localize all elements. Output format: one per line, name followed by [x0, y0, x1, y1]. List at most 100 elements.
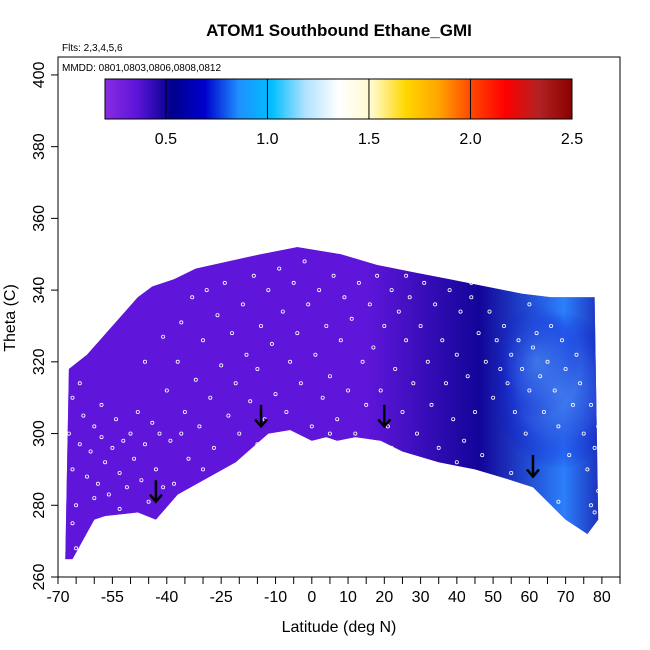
sample-point	[237, 431, 242, 436]
sample-point	[208, 395, 213, 400]
chart-title: ATOM1 Southbound Ethane_GMI	[206, 21, 472, 40]
sample-point	[589, 402, 594, 407]
sample-point	[248, 399, 253, 404]
sample-point	[179, 320, 184, 325]
sample-point	[182, 409, 187, 414]
sample-point	[193, 377, 198, 382]
sample-point	[284, 409, 289, 414]
sample-point	[578, 381, 583, 386]
sample-point	[211, 445, 216, 450]
sample-point	[389, 288, 394, 293]
sample-point	[229, 331, 234, 336]
sample-point	[338, 338, 343, 343]
colorbar-box	[104, 78, 573, 120]
colorbar-tick-label: 1.5	[358, 131, 380, 148]
sample-point	[110, 445, 115, 450]
sample-point	[88, 449, 93, 454]
sample-point	[251, 273, 256, 278]
sample-point	[146, 499, 151, 504]
sample-point	[342, 295, 347, 300]
sample-point	[491, 395, 496, 400]
sample-point	[560, 338, 565, 343]
sample-point	[451, 417, 456, 422]
sample-point	[538, 374, 543, 379]
sample-point	[527, 302, 532, 307]
sample-point	[527, 388, 532, 393]
x-tick-label: 30	[412, 589, 430, 606]
sample-point	[472, 409, 477, 414]
x-axis: -70 -55 -40 -25 -10 0 10 20 30 40 50 60 70 80	[46, 577, 621, 606]
sample-point	[121, 438, 126, 443]
x-axis-label: Latitude (deg N)	[282, 619, 397, 636]
x-tick-label: 20	[375, 589, 393, 606]
sample-point	[331, 273, 336, 278]
sample-point	[429, 402, 434, 407]
sample-point	[215, 313, 220, 318]
sample-point	[164, 388, 169, 393]
sample-point	[255, 366, 260, 371]
sample-point	[117, 470, 122, 475]
sample-point	[596, 424, 601, 429]
sample-point	[95, 481, 100, 486]
sample-point	[70, 395, 75, 400]
x-tick-label: -10	[264, 589, 287, 606]
colorbar-tick-label: 2.0	[459, 131, 481, 148]
sample-point	[346, 388, 351, 393]
sample-point	[142, 359, 147, 364]
sample-point	[509, 352, 514, 357]
flight-arrow-head	[254, 418, 268, 429]
sample-point	[324, 323, 329, 328]
sample-point	[574, 352, 579, 357]
sample-point	[99, 435, 104, 440]
sample-point	[150, 420, 155, 425]
flight-arrow-head	[526, 468, 540, 479]
sample-point	[570, 402, 575, 407]
sample-point	[277, 266, 282, 271]
sample-point	[317, 288, 322, 293]
sample-point	[233, 381, 238, 386]
colorbar-tick-label: 0.5	[155, 131, 177, 148]
sample-point	[385, 424, 390, 429]
flight-arrows	[148, 404, 540, 504]
sample-point	[244, 352, 249, 357]
sample-point	[200, 467, 205, 472]
sample-point	[552, 388, 557, 393]
sample-point	[494, 338, 499, 343]
sample-point	[556, 499, 561, 504]
sample-point	[161, 334, 166, 339]
sample-point	[222, 280, 227, 285]
sample-point	[501, 323, 506, 328]
sample-point	[327, 431, 332, 436]
sample-point	[563, 366, 568, 371]
sample-point	[135, 409, 140, 414]
field-high-region	[493, 304, 581, 420]
sample-point	[545, 359, 550, 364]
x-tick-label: -55	[101, 589, 124, 606]
x-tick-label: 80	[593, 589, 611, 606]
sample-point	[142, 442, 147, 447]
sample-point	[132, 456, 137, 461]
sample-point	[200, 338, 205, 343]
sample-point	[240, 302, 245, 307]
x-tick-label: 70	[557, 589, 575, 606]
sample-point	[483, 359, 488, 364]
sample-point	[81, 413, 86, 418]
sample-point	[596, 488, 601, 493]
sample-point	[92, 496, 97, 501]
sample-point	[66, 431, 71, 436]
sample-point	[255, 442, 260, 447]
sample-point	[302, 259, 307, 264]
sample-point	[516, 338, 521, 343]
sample-point	[549, 323, 554, 328]
x-tick-label: 40	[448, 589, 466, 606]
y-tick-label: 400	[31, 61, 48, 88]
sample-point	[592, 445, 597, 450]
sample-point	[382, 323, 387, 328]
sample-point	[462, 438, 467, 443]
sample-point	[197, 424, 202, 429]
sample-point	[360, 359, 365, 364]
sample-point	[534, 331, 539, 336]
x-tick-label: -40	[155, 589, 178, 606]
sample-point	[309, 424, 314, 429]
sample-point	[269, 341, 274, 346]
